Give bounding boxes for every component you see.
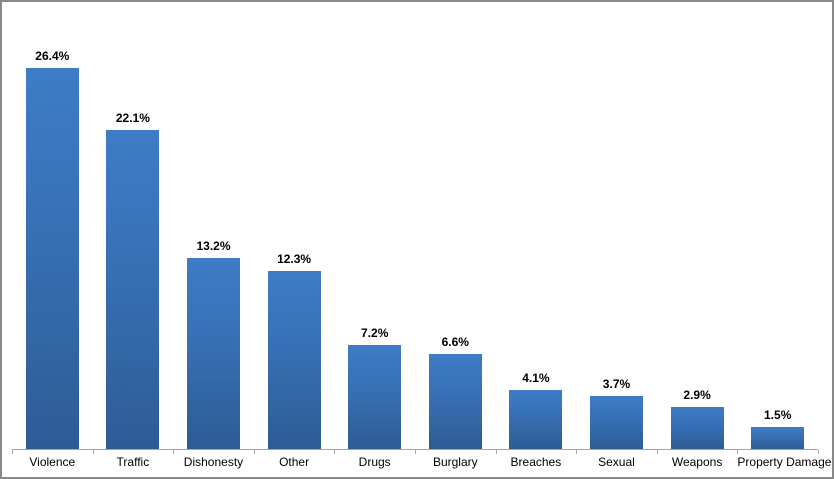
bar-breaches[interactable]: 4.1% [509, 371, 563, 449]
bar-column: 13.2% [173, 16, 254, 449]
bar-burglary[interactable]: 6.6% [428, 335, 482, 449]
bar-property-damage[interactable]: 1.5% [751, 408, 805, 449]
category-label: Other [279, 455, 310, 469]
bar-column: 1.5% [737, 16, 818, 449]
axis-tick [737, 450, 739, 454]
bar-column: 7.2% [334, 16, 415, 449]
bar-other[interactable]: 12.3% [267, 252, 321, 449]
category-axis-labels: Violence Traffic Dishonesty Other Drugs Burgl… [12, 455, 832, 470]
bar-dishonesty[interactable]: 13.2% [186, 239, 241, 449]
axis-tick [656, 450, 658, 454]
bar-value-label: 22.1% [115, 111, 150, 126]
axis-tick [576, 450, 578, 454]
category-label: Weapons [671, 455, 723, 469]
axis-tick [92, 450, 94, 454]
axis-tick [12, 450, 13, 454]
bar-value-label: 12.3% [277, 252, 312, 267]
bar-violence[interactable]: 26.4% [25, 49, 79, 449]
plot-area: 26.4% 22.1% 13.2% 12.3% 7.2% 6.6% 4.1% 3.7% 2.9%… [12, 16, 819, 454]
axis-tick [334, 450, 336, 454]
bar-value-label: 4.1% [522, 370, 550, 385]
axis-tick [415, 450, 416, 454]
category-label: Sexual [598, 455, 635, 469]
axis-tick [173, 450, 175, 454]
axis-tick [253, 450, 255, 454]
category-label: Dishonesty [183, 455, 244, 469]
bar-drugs[interactable]: 7.2% [348, 326, 402, 449]
category-label: Drugs [358, 455, 391, 469]
axis-tick [495, 450, 497, 454]
bar-value-label: 13.2% [196, 239, 231, 254]
bar-column: 26.4% [12, 16, 93, 449]
bar-value-label: 26.4% [35, 48, 70, 63]
bar-value-label: 6.6% [441, 334, 469, 349]
category-label: Traffic [116, 455, 150, 469]
bar-column: 6.6% [415, 16, 496, 449]
bar-value-label: 1.5% [764, 408, 792, 423]
axis-tick [818, 450, 819, 454]
category-label: Burglary [432, 455, 478, 469]
category-label: Violence [29, 455, 76, 469]
bar-sexual[interactable]: 3.7% [589, 377, 644, 449]
bar-value-label: 3.7% [602, 376, 631, 391]
category-label: Breaches [510, 455, 562, 469]
bar-column: 3.7% [576, 16, 657, 449]
bar-value-label: 7.2% [361, 326, 389, 341]
x-axis-line [12, 449, 818, 450]
bar-column: 4.1% [496, 16, 577, 449]
bar-weapons[interactable]: 2.9% [670, 388, 724, 449]
bar-traffic[interactable]: 22.1% [106, 111, 160, 449]
category-label: Property Damage [737, 455, 832, 469]
bar-column: 12.3% [254, 16, 335, 449]
bar-column: 22.1% [93, 16, 174, 449]
bar-column: 2.9% [657, 16, 738, 449]
bar-value-label: 2.9% [683, 388, 711, 403]
